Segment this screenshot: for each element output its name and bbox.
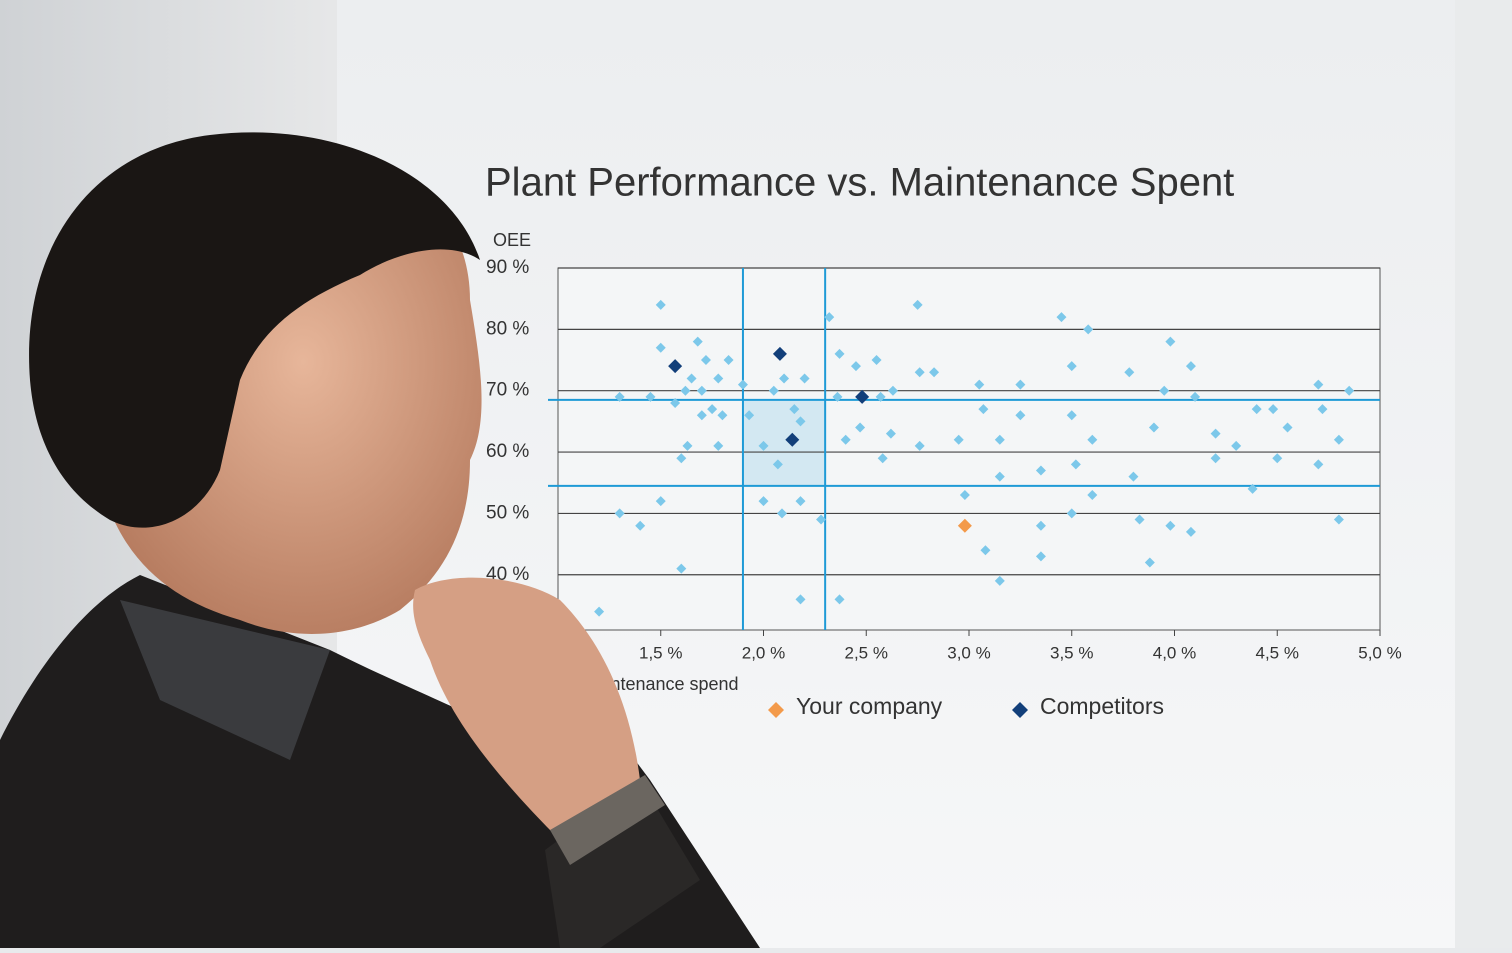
y-tick-label: 60 % [486,441,529,462]
reference-region [743,400,825,486]
y-tick-label: 50 % [486,502,529,523]
x-tick-label: 1,5 % [639,643,682,662]
plot-area [558,268,1380,630]
legend-label: Competitors [1040,693,1164,719]
x-tick-label: 3,0 % [947,643,990,662]
x-tick-label: 2,0 % [742,643,785,662]
y-tick-label: 70 % [486,380,529,401]
y-axis-label: OEE [493,230,531,250]
x-tick-label: 4,5 % [1256,643,1299,662]
legend-label: Your company [796,693,943,719]
x-tick-label: 2,5 % [845,643,888,662]
chart-title: Plant Performance vs. Maintenance Spent [485,161,1234,205]
x-tick-label: 5,0 % [1358,643,1401,662]
y-tick-label: 90 % [486,257,529,278]
scene: Plant Performance vs. Maintenance Spent … [0,0,1512,948]
x-tick-label: 4,0 % [1153,643,1196,662]
y-tick-label: 80 % [486,318,529,339]
x-tick-label: 3,5 % [1050,643,1093,662]
